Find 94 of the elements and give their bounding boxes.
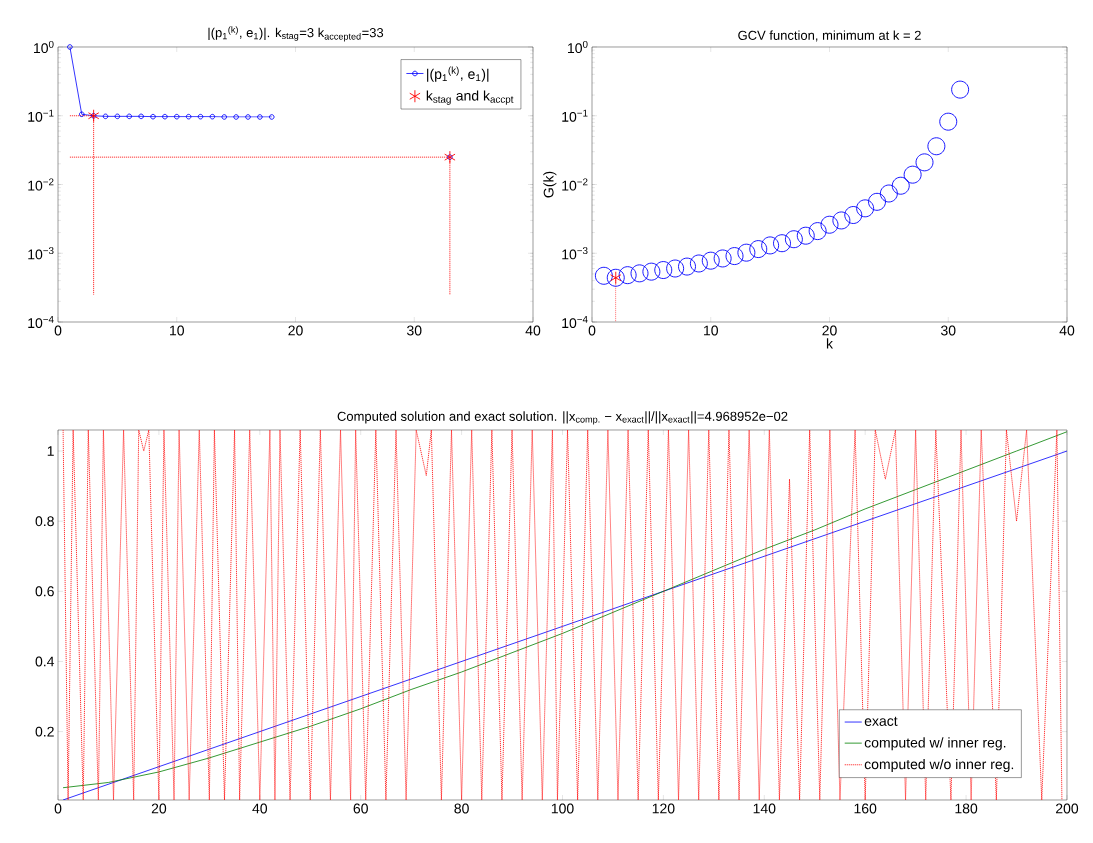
- y-tick-label: 10$^{0}$: [568, 40, 588, 54]
- point: [138, 113, 144, 120]
- y-tick-label: 10$^{−2}$: [562, 178, 588, 191]
- point: [832, 211, 851, 230]
- y-tick-label: 1: [47, 446, 54, 456]
- point: [114, 113, 121, 120]
- x-tick-label: 20: [151, 803, 167, 814]
- y-tick-label: 0.2: [35, 726, 54, 737]
- x-tick-label: 0: [54, 325, 62, 336]
- x-tick-label: 140: [753, 803, 776, 814]
- x-tick-label: 0: [54, 803, 62, 814]
- y-tick-label: 0.6: [35, 586, 54, 597]
- y-tick-label: 0.8: [35, 516, 54, 527]
- chart-title: |(p$_{1}$$^{(k)}$, e$_{1}$)|. k$_{stag}$=3 k$_{accepted}$=33: [208, 26, 384, 42]
- point: [678, 257, 696, 276]
- point: [820, 215, 839, 234]
- y-tick-label: 0.4: [35, 656, 55, 667]
- point: [594, 266, 613, 285]
- legend-label: computed w/ inner reg.: [864, 737, 1006, 751]
- x-tick-label: 0: [588, 325, 596, 336]
- point: [915, 153, 934, 172]
- point: [951, 80, 970, 99]
- x-tick-label: 200: [1056, 803, 1079, 814]
- y-tick-label: 10$^{−1}$: [28, 109, 54, 122]
- point: [868, 192, 886, 211]
- x-tick-label: 40: [525, 325, 541, 336]
- point: [606, 268, 625, 287]
- point: [844, 206, 863, 224]
- point: [444, 150, 456, 164]
- chart-title: Computed solution and exact solution. ||x$_{comp.}$ − x$_{exact}$||/||x$_{exact}$||=4.968952e−02: [337, 411, 788, 425]
- point: [87, 109, 100, 123]
- point: [784, 230, 803, 249]
- point: [221, 114, 228, 120]
- point: [939, 112, 958, 131]
- point: [773, 234, 791, 253]
- x-tick-label: 80: [454, 803, 469, 814]
- point: [245, 114, 251, 120]
- point: [150, 113, 156, 120]
- legend-label: exact: [864, 716, 898, 726]
- point: [761, 236, 780, 255]
- point: [927, 137, 946, 156]
- chart-title: GCV function, minimum at k = 2: [738, 30, 921, 42]
- x-tick-label: 10: [170, 325, 184, 336]
- y-tick-label: 10$^{−3}$: [562, 247, 588, 260]
- x-tick-label: 40: [1059, 325, 1075, 336]
- x-tick-label: 40: [252, 803, 268, 814]
- point: [689, 254, 708, 273]
- x-tick-label: 180: [955, 803, 978, 814]
- point: [891, 176, 910, 195]
- point: [808, 222, 827, 241]
- x-tick-label: 100: [551, 803, 574, 814]
- x-tick-label: 30: [407, 325, 422, 336]
- point: [903, 165, 922, 184]
- y-tick-label: 10$^{−4}$: [562, 315, 588, 329]
- x-tick-label: 10: [704, 325, 718, 336]
- point: [174, 113, 180, 120]
- point: [725, 247, 744, 266]
- point: [879, 184, 898, 203]
- legend-label: |(p$_{1}$$^{(k)}$, e$_{1}$)|: [427, 66, 489, 82]
- point: [642, 262, 661, 281]
- x-tick-label: 30: [941, 325, 956, 336]
- x-tick-label: 60: [353, 803, 368, 814]
- x-tick-label: 20: [822, 325, 837, 336]
- point: [654, 261, 673, 279]
- point: [257, 114, 263, 120]
- point: [749, 240, 768, 259]
- point: [666, 259, 685, 278]
- point: [185, 113, 192, 120]
- legend-label: k$_{stag}$ and k$_{accpt}$: [426, 90, 514, 105]
- point: [701, 251, 720, 270]
- y-axis-title: G(k): [543, 171, 557, 198]
- point: [162, 113, 168, 120]
- point: [713, 249, 732, 268]
- point: [79, 111, 85, 118]
- y-tick-label: 10$^{−4}$: [28, 315, 54, 329]
- point: [737, 243, 756, 262]
- point: [618, 266, 637, 285]
- y-tick-label: 10$^{−3}$: [28, 247, 54, 260]
- x-axis-title: k: [826, 338, 834, 349]
- point: [796, 226, 815, 245]
- x-tick-label: 160: [854, 803, 877, 814]
- point: [126, 113, 133, 120]
- point: [856, 199, 875, 218]
- point: [102, 113, 109, 120]
- point: [197, 113, 204, 120]
- legend-label: computed w/o inner reg.: [864, 758, 1014, 772]
- point: [630, 264, 649, 283]
- y-tick-label: 10$^{−1}$: [562, 109, 588, 122]
- point: [233, 114, 239, 120]
- y-tick-label: 10$^{−2}$: [28, 178, 54, 191]
- x-tick-label: 120: [652, 803, 675, 814]
- x-tick-label: 20: [288, 325, 303, 336]
- y-tick-label: 10$^{0}$: [34, 40, 54, 54]
- point: [209, 113, 216, 120]
